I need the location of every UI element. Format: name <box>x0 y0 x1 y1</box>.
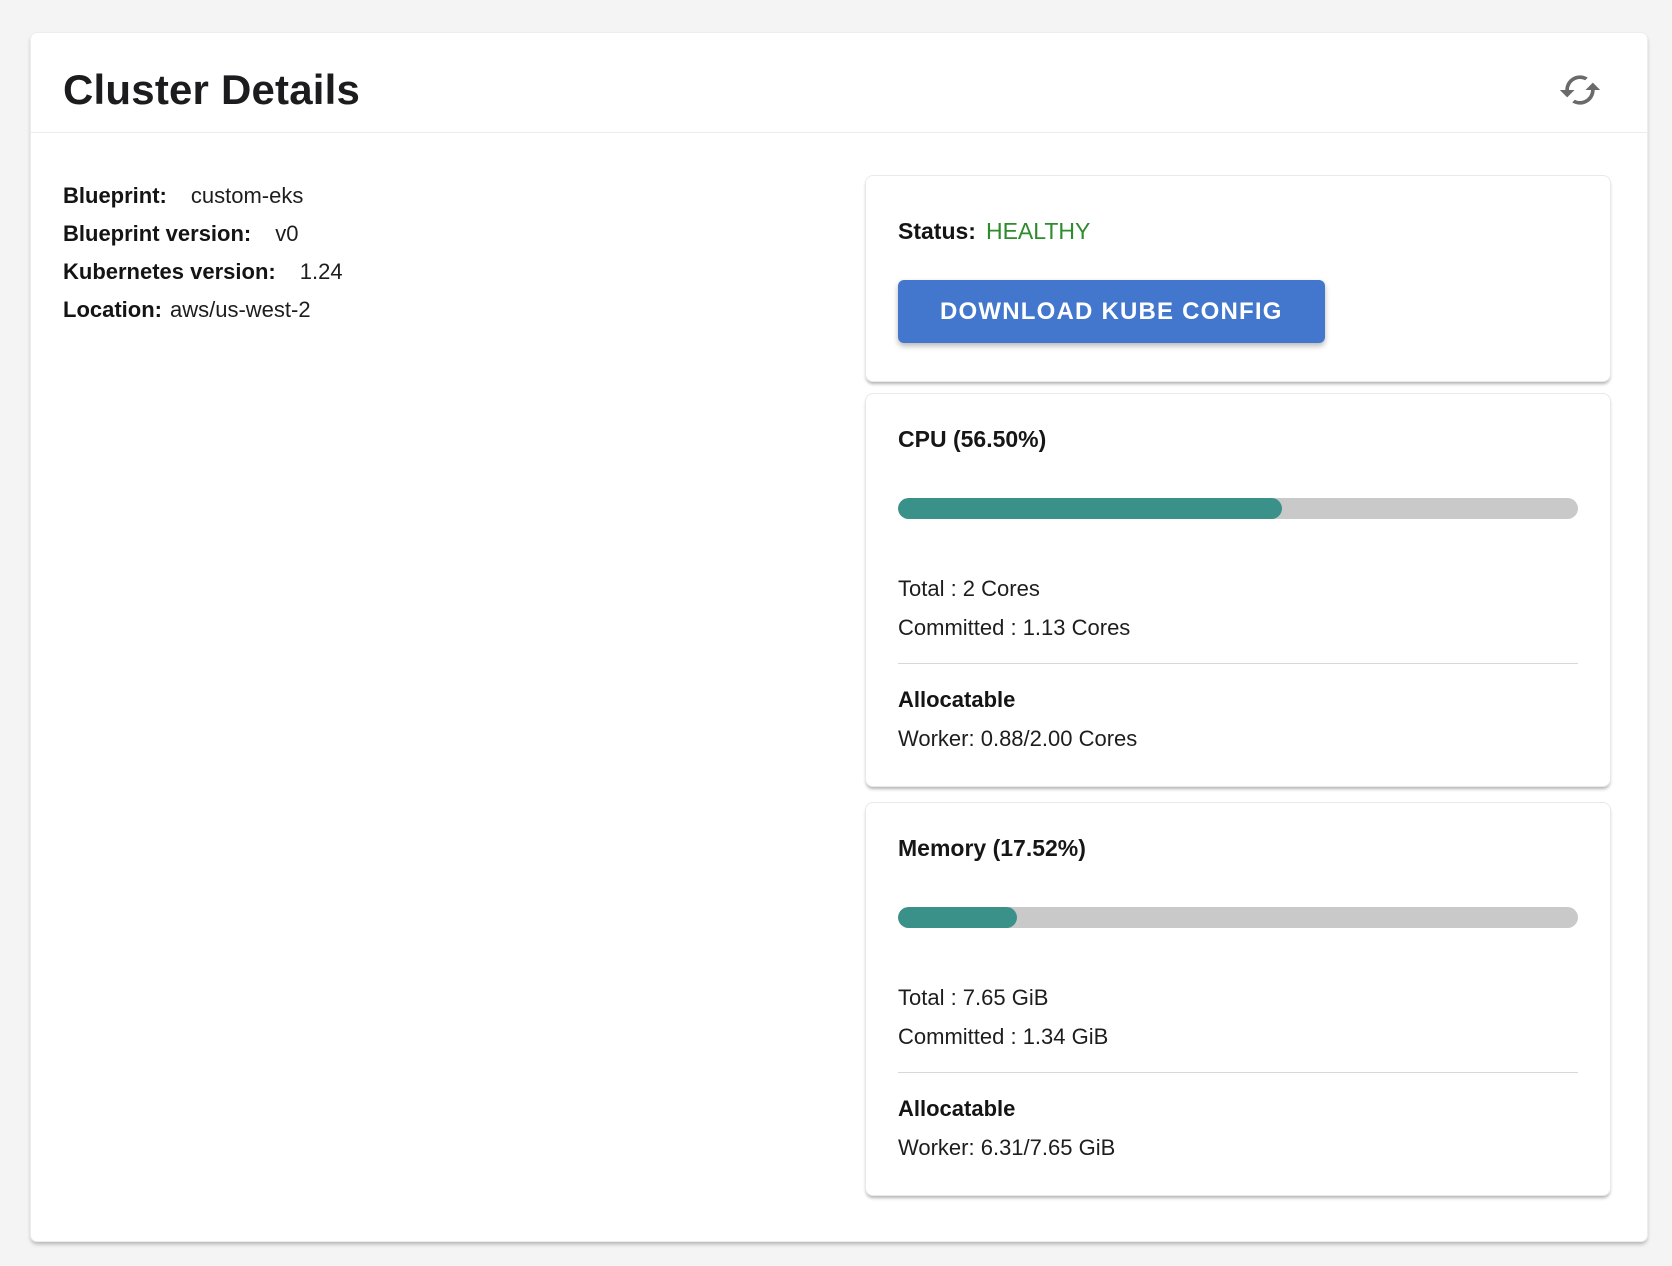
cpu-progress-fill <box>898 498 1283 519</box>
cpu-worker: Worker: 0.88/2.00 Cores <box>898 726 1138 751</box>
cpu-allocatable-label: Allocatable <box>898 687 1016 712</box>
memory-totals: Total : 7.65 GiB Committed : 1.34 GiB <box>898 978 1578 1056</box>
status-value: HEALTHY <box>985 218 1091 244</box>
status-label: Status: <box>898 218 976 244</box>
page-title: Cluster Details <box>63 65 361 113</box>
blueprint-version-value: v0 <box>275 221 299 246</box>
memory-divider <box>898 1072 1578 1073</box>
status-card: Status: HEALTHY DOWNLOAD KUBE CONFIG <box>865 175 1611 382</box>
blueprint-value: custom-eks <box>190 183 304 208</box>
panel-header: Cluster Details <box>31 33 1647 133</box>
refresh-icon <box>1558 68 1602 112</box>
status-line: Status: HEALTHY <box>898 216 1578 246</box>
memory-allocatable-section: Allocatable Worker: 6.31/7.65 GiB <box>898 1089 1578 1167</box>
kubernetes-version-value: 1.24 <box>299 259 343 284</box>
blueprint-version-label: Blueprint version: <box>63 221 252 246</box>
download-kube-config-button[interactable]: DOWNLOAD KUBE CONFIG <box>898 280 1325 343</box>
memory-title: Memory (17.52%) <box>898 835 1086 861</box>
cpu-progress-bar <box>898 498 1578 519</box>
cpu-committed: Committed : 1.13 Cores <box>898 615 1131 640</box>
info-row-location: Location: aws/us-west-2 <box>63 291 865 329</box>
cpu-divider <box>898 663 1578 664</box>
location-value: aws/us-west-2 <box>170 297 311 322</box>
blueprint-label: Blueprint: <box>63 183 167 208</box>
info-row-blueprint-version: Blueprint version: v0 <box>63 215 865 253</box>
cluster-details-panel: Cluster Details Blueprint: custom-eks Blu… <box>30 32 1648 1242</box>
cpu-title: CPU (56.50%) <box>898 426 1047 452</box>
cpu-card: CPU (56.50%) Total : 2 Cores Committed :… <box>865 393 1611 787</box>
memory-allocatable-label: Allocatable <box>898 1096 1016 1121</box>
cpu-total: Total : 2 Cores <box>898 576 1040 601</box>
location-label: Location: <box>63 297 162 322</box>
cpu-allocatable-section: Allocatable Worker: 0.88/2.00 Cores <box>898 680 1578 758</box>
memory-worker: Worker: 6.31/7.65 GiB <box>898 1135 1116 1160</box>
cpu-totals: Total : 2 Cores Committed : 1.13 Cores <box>898 569 1578 647</box>
panel-content: Blueprint: custom-eks Blueprint version: v… <box>31 133 1647 1196</box>
memory-progress-fill <box>898 907 1018 928</box>
kubernetes-version-label: Kubernetes version: <box>63 259 276 284</box>
memory-card: Memory (17.52%) Total : 7.65 GiB Committ… <box>865 802 1611 1196</box>
cluster-info: Blueprint: custom-eks Blueprint version: v… <box>63 175 865 1196</box>
info-row-kubernetes-version: Kubernetes version: 1.24 <box>63 253 865 291</box>
metrics-column: Status: HEALTHY DOWNLOAD KUBE CONFIG CPU … <box>865 175 1611 1196</box>
info-row-blueprint: Blueprint: custom-eks <box>63 177 865 215</box>
refresh-button[interactable] <box>1557 67 1603 113</box>
memory-progress-bar <box>898 907 1578 928</box>
memory-committed: Committed : 1.34 GiB <box>898 1024 1109 1049</box>
memory-total: Total : 7.65 GiB <box>898 985 1049 1010</box>
